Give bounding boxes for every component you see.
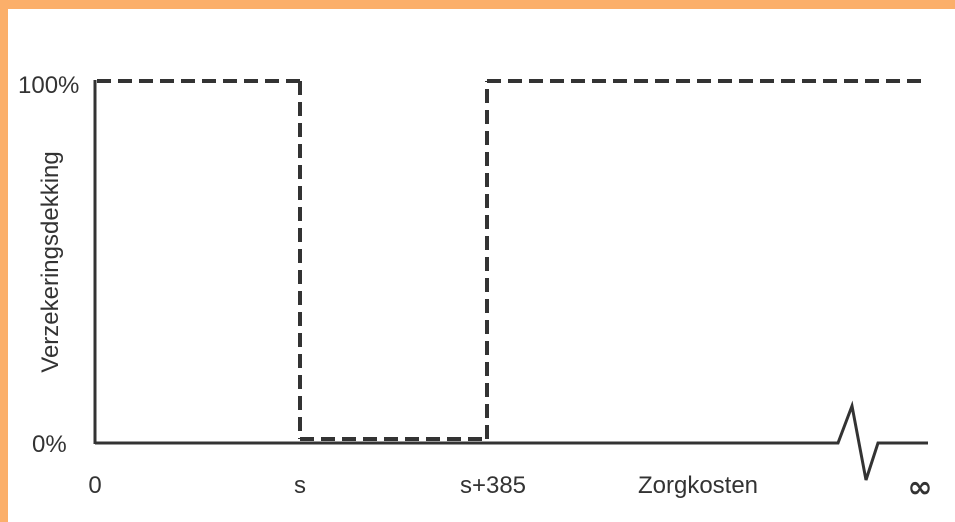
- x-tick-label-0: 0: [88, 472, 101, 499]
- x-tick-label-s-385: s+385: [460, 472, 526, 499]
- chart-panel: [8, 9, 955, 522]
- x-tick-label-s: s: [294, 472, 306, 499]
- y-tick-label-100: 100%: [18, 72, 79, 99]
- series-layer: [97, 79, 922, 441]
- y-axis-title: Verzekeringsdekking: [37, 151, 64, 372]
- x-axis-title: Zorgkosten: [638, 472, 758, 499]
- y-tick-label-0: 0%: [32, 431, 67, 458]
- x-axis: [95, 400, 928, 481]
- x-tick-label-infinity: ∞: [908, 470, 933, 505]
